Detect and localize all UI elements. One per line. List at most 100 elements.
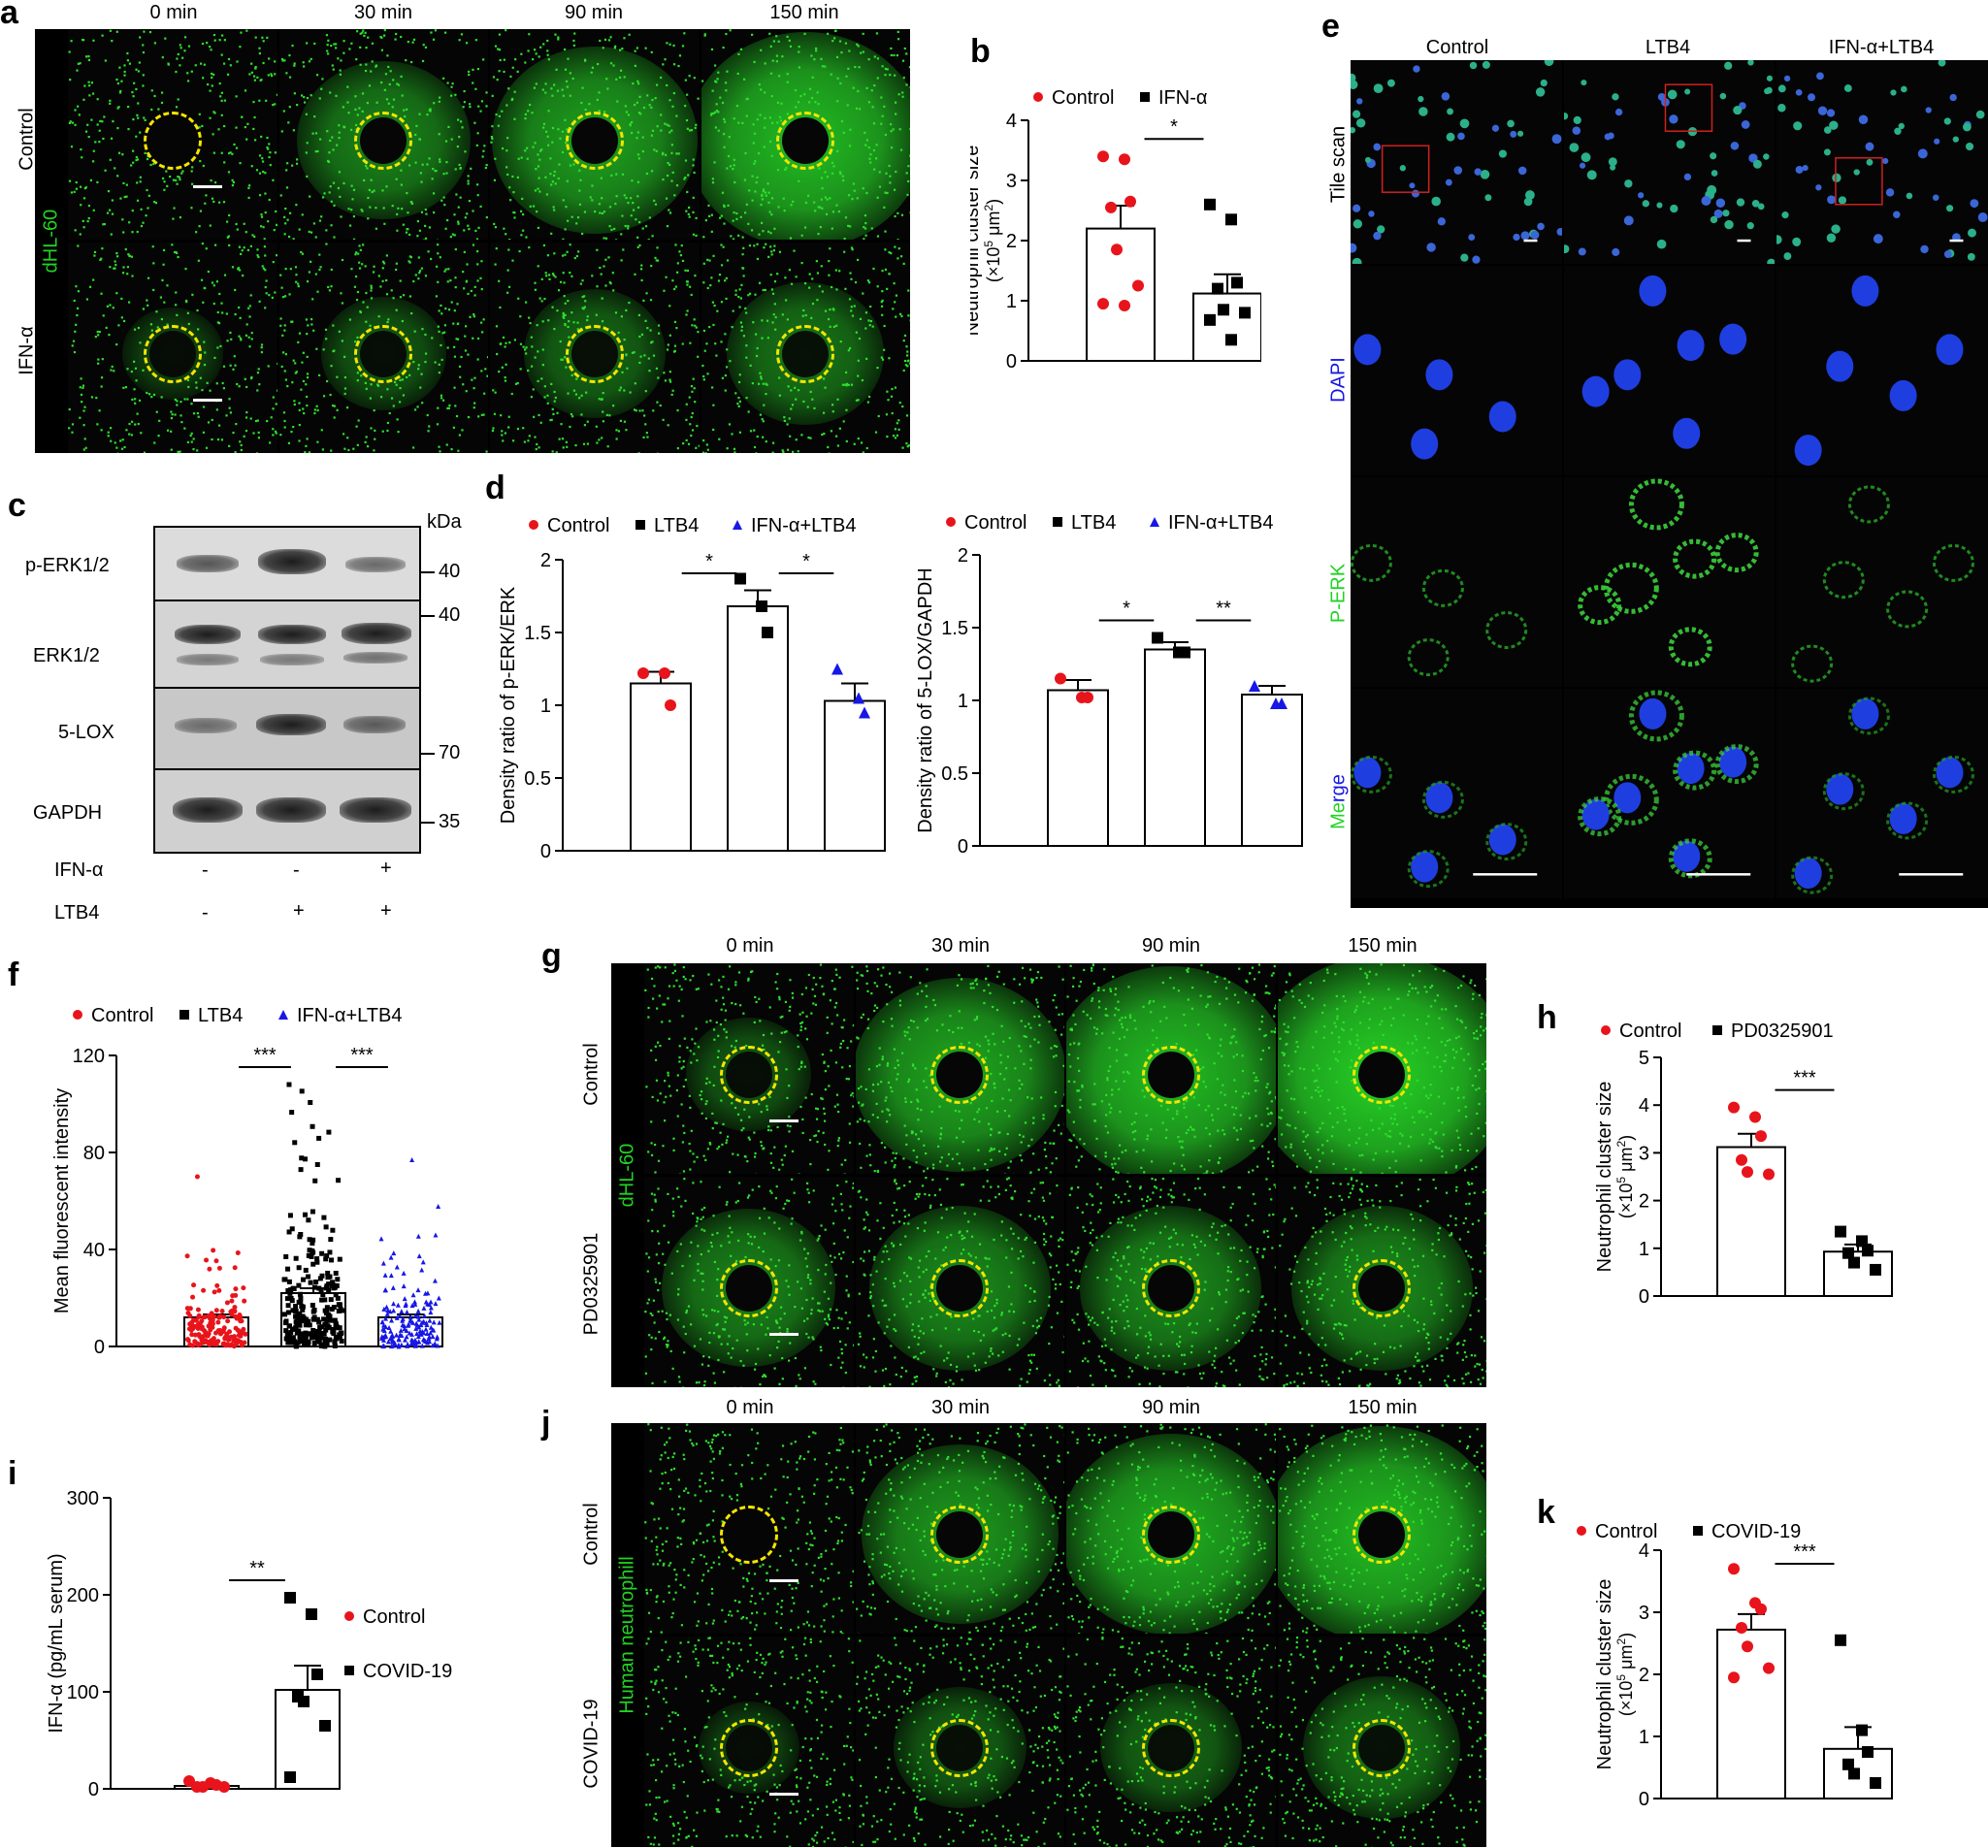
cell-dot — [190, 403, 193, 405]
cell-dot — [751, 382, 754, 385]
cell-dot — [709, 113, 713, 115]
cell-dot — [735, 403, 738, 405]
cell-dot — [701, 364, 704, 368]
cell-dot — [893, 301, 896, 304]
cell-dot — [898, 402, 901, 405]
cell-dot — [565, 206, 568, 209]
cell-dot — [115, 292, 118, 295]
cell-dot — [651, 129, 655, 132]
cell-dot — [684, 1079, 687, 1082]
cell-dot — [1109, 1111, 1112, 1114]
cell-dot — [875, 367, 879, 370]
cell-dot — [458, 434, 461, 437]
data-point — [335, 1277, 341, 1282]
data-point — [213, 1308, 219, 1313]
cell-dot — [916, 992, 919, 995]
cell-dot — [599, 39, 602, 43]
cell-dot — [293, 362, 296, 365]
cell-dot — [562, 238, 565, 240]
cell-dot — [302, 61, 305, 64]
well-outline — [354, 324, 413, 383]
data-point — [418, 1321, 424, 1327]
cell-dot — [476, 194, 479, 197]
cell-dot — [669, 1094, 672, 1097]
cell-dot — [384, 278, 387, 282]
cell-dot — [673, 963, 676, 966]
cell-dot — [198, 225, 201, 228]
cell-dot — [845, 384, 848, 387]
cell-dot — [117, 151, 121, 154]
cell-dot — [357, 107, 360, 110]
cell-dot — [566, 85, 570, 88]
cell-dot — [993, 1043, 995, 1046]
cell-dot — [420, 211, 423, 213]
cell-dot — [1176, 1113, 1179, 1116]
cell-dot — [458, 375, 461, 378]
cell-dot — [1052, 1129, 1056, 1132]
cell-dot — [761, 198, 764, 201]
data-point — [322, 1297, 328, 1303]
cell-dot — [452, 426, 455, 429]
cell-dot — [1005, 1147, 1008, 1150]
cell-dot — [507, 415, 510, 418]
tile-cell — [1925, 107, 1933, 113]
cell-dot — [240, 443, 243, 447]
cell-dot — [733, 451, 735, 453]
marker-tick — [421, 615, 435, 617]
cell-dot — [326, 285, 329, 289]
cell-dot — [478, 205, 482, 208]
cell-dot — [709, 276, 712, 279]
cell-dot — [1232, 1055, 1235, 1058]
cell-dot — [349, 42, 352, 45]
data-point — [659, 667, 670, 679]
cell-dot — [114, 441, 116, 444]
cell-dot — [864, 327, 866, 330]
cell-dot — [1183, 1168, 1186, 1171]
cell-dot — [574, 444, 577, 447]
cell-dot — [181, 170, 184, 173]
cell-dot — [634, 64, 636, 67]
cell-dot — [855, 331, 858, 334]
cell-dot — [170, 430, 173, 433]
cell-dot — [1007, 1115, 1010, 1118]
data-point — [333, 1335, 339, 1341]
cell-dot — [644, 47, 647, 49]
cell-dot — [578, 189, 581, 192]
cell-dot — [501, 110, 504, 113]
cell-dot — [837, 1110, 840, 1114]
cell-dot — [884, 133, 887, 137]
cell-dot — [197, 415, 200, 418]
cell-dot — [926, 1018, 929, 1021]
cell-dot — [874, 431, 877, 434]
tile-cell — [1459, 118, 1470, 129]
cell-dot — [272, 407, 275, 410]
data-point — [321, 1316, 327, 1322]
data-point — [286, 1323, 292, 1329]
cell-dot — [803, 282, 806, 285]
cell-dot — [615, 438, 618, 440]
cell-dot — [826, 1031, 829, 1034]
cell-dot — [733, 117, 735, 120]
data-point — [329, 1282, 335, 1288]
cell-dot — [829, 999, 831, 1002]
merge-label-green: Me — [1327, 802, 1350, 829]
cell-dot — [121, 153, 124, 156]
cell-dots — [68, 29, 277, 240]
cell-dot — [464, 349, 467, 352]
cell-dot — [991, 1005, 994, 1009]
cell-dot — [736, 295, 739, 299]
cell-dot — [916, 1107, 919, 1110]
cell-dot — [975, 983, 978, 986]
cell-dot — [604, 258, 607, 261]
cell-dot — [312, 115, 315, 118]
cell-dot — [971, 987, 975, 989]
data-point — [325, 1316, 331, 1322]
cell-dot — [884, 1096, 888, 1099]
cell-dot — [1169, 1169, 1172, 1173]
cell-dot — [623, 338, 626, 341]
cell-dot — [1054, 1090, 1057, 1094]
cell-dot — [211, 281, 214, 284]
cell-dot — [672, 91, 675, 95]
data-point — [311, 1340, 317, 1345]
cell-dot — [697, 1046, 701, 1049]
